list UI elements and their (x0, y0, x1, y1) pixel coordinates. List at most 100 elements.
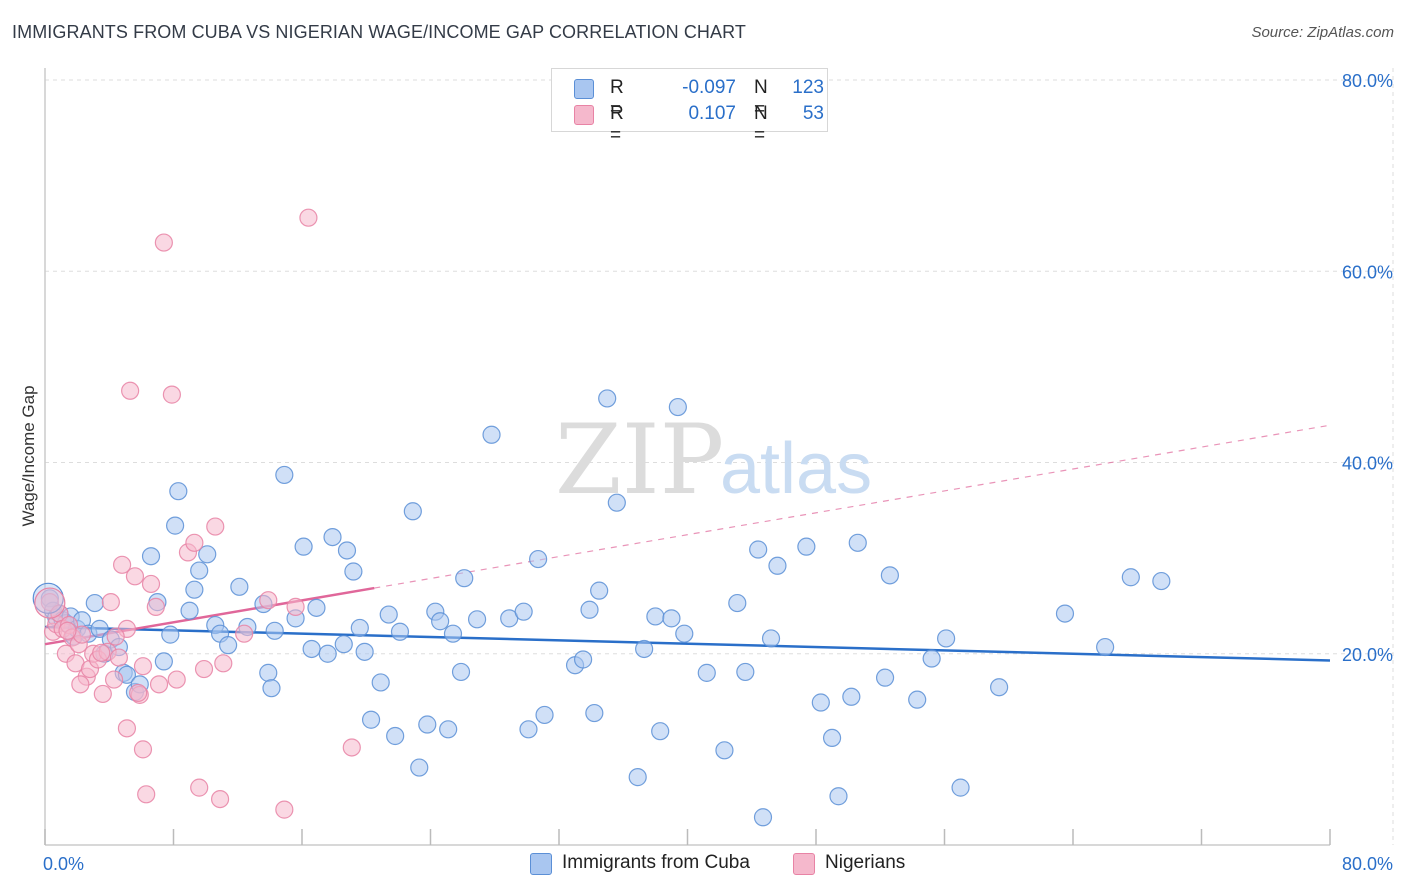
nigeria-point (210, 789, 230, 809)
nigeria-point (71, 675, 90, 694)
cuba-point (219, 636, 238, 655)
cuba-point (736, 662, 755, 682)
r-label: R = (610, 103, 624, 146)
cuba-point (85, 593, 104, 613)
nigeria-point (185, 533, 204, 552)
cuba-point (908, 690, 927, 709)
cuba-point (265, 621, 284, 640)
nigeria-point (214, 654, 233, 673)
cuba-point (439, 720, 458, 739)
cuba-point (590, 581, 609, 600)
nigeria-point (162, 385, 181, 404)
cuba-point (628, 768, 647, 787)
nigeria-point (299, 208, 318, 227)
cuba-point (294, 537, 313, 556)
cuba-point (180, 601, 199, 620)
nigeria-point (194, 659, 214, 679)
nigeria-point (235, 624, 254, 643)
cuba-point (848, 533, 867, 552)
cuba-point (379, 605, 398, 624)
cuba-point (451, 662, 471, 682)
cuba-point (259, 663, 278, 682)
n-label: N = (754, 103, 768, 146)
nigeria-legend-swatch (793, 853, 815, 875)
cuba-point (467, 610, 487, 629)
cuba-point (185, 580, 204, 599)
nigeria-point (58, 621, 77, 640)
nigeria-point (342, 738, 361, 757)
y-axis-label: Wage/Income Gap (19, 385, 38, 526)
y-tick-label: 40.0% (1342, 454, 1393, 474)
n-value-cuba: 123 (792, 77, 824, 98)
nigeria-point (104, 670, 124, 689)
y-tick-label: 80.0% (1342, 71, 1393, 91)
x-tick-label-max: 80.0% (1342, 854, 1393, 874)
cuba-point (386, 726, 405, 746)
nigeria-point (106, 627, 125, 646)
cuba-point (922, 649, 941, 668)
nigeria-point (259, 591, 278, 610)
n-value-nigeria: 53 (802, 103, 824, 124)
cuba-point (154, 652, 173, 671)
cuba-point (797, 537, 816, 556)
cuba-point (1055, 604, 1075, 623)
cuba-point (753, 808, 773, 827)
cuba-point (535, 705, 554, 725)
cuba-point (598, 389, 617, 408)
cuba-point (323, 527, 342, 547)
cuba-point (822, 728, 842, 748)
cuba-point (675, 624, 694, 643)
cuba-point (390, 622, 410, 641)
nigeria-point (34, 587, 66, 619)
cuba-point (198, 545, 217, 564)
nigeria-point (133, 740, 153, 759)
nigeria-point (286, 597, 305, 616)
nigeria-point (117, 719, 137, 738)
cuba-point (662, 609, 681, 628)
r-value-cuba: -0.097 (682, 77, 736, 98)
scatter-points (32, 208, 1171, 827)
cuba-point (355, 642, 374, 661)
cuba-point (697, 663, 716, 682)
nigeria-point (112, 555, 132, 574)
cuba-point (768, 556, 787, 575)
cuba-point (829, 787, 848, 806)
cuba-point (811, 693, 830, 712)
nigeria-point (133, 657, 153, 676)
nigeria-swatch (574, 105, 594, 125)
cuba-point (937, 629, 956, 648)
cuba-point (951, 778, 970, 797)
cuba-point (842, 687, 861, 706)
cuba-point (580, 600, 599, 619)
cuba-legend-label: Immigrants from Cuba (562, 852, 750, 873)
nigeria-point (141, 574, 161, 594)
nigeria-point (190, 778, 209, 797)
nigeria-point (275, 800, 294, 819)
cuba-point (403, 502, 422, 521)
nigeria-point (125, 567, 145, 586)
nigeria-point (121, 381, 140, 400)
nigeria-point (206, 517, 225, 536)
r-value-nigeria: 0.107 (688, 103, 736, 124)
cuba-point (651, 722, 670, 741)
cuba-point (302, 639, 321, 659)
cuba-point (161, 625, 180, 644)
nigeria-point (93, 684, 112, 704)
watermark-atlas: atlas (720, 429, 872, 509)
cuba-point (749, 540, 768, 559)
cuba-point (990, 678, 1009, 697)
cuba-point (635, 639, 654, 659)
nigeria-point (109, 648, 128, 667)
cuba-point (646, 607, 665, 626)
r-label: R = (610, 77, 624, 120)
cuba-point (166, 516, 185, 535)
nigeria-point (154, 233, 173, 252)
cuba-point (482, 425, 501, 444)
cuba-point (410, 758, 429, 777)
y-tick-label: 20.0% (1342, 645, 1393, 665)
nigeria-point (146, 597, 165, 616)
gridlines (45, 68, 1394, 845)
correlation-legend: R = -0.097 N = 123 R = 0.107 N = 53 (551, 68, 828, 146)
cuba-point (715, 741, 734, 760)
cuba-point (880, 566, 899, 585)
